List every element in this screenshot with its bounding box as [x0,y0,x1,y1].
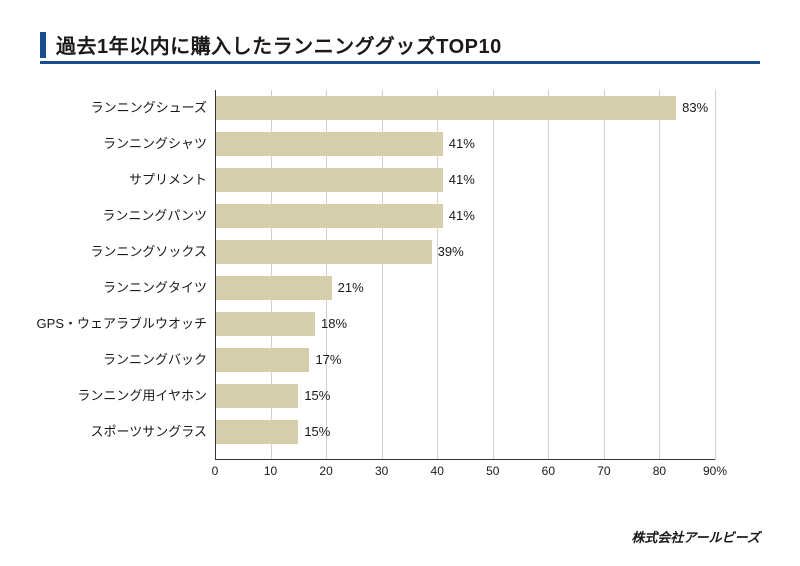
bar-row [215,382,715,410]
bar-row [215,274,715,302]
bar-value-label: 39% [438,238,464,266]
title-accent [40,32,46,58]
bar-category-label: サプリメント [129,166,207,194]
bar-category-label: GPS・ウェアラブルウオッチ [37,310,207,338]
bar-category-label: ランニング用イヤホン [77,382,207,410]
bar-category-label: ランニングソックス [90,238,207,266]
bar [215,348,309,372]
chart-container: 0 10 20 30 40 50 60 70 80 90% ランニングシューズ 83% ランニングシャツ… [60,90,740,500]
x-tick-label: 80 [653,464,666,478]
x-tick-label: 40 [431,464,444,478]
title-bar: 過去1年以内に購入したランニンググッズTOP10 [40,30,760,64]
bar-row [215,346,715,374]
bar-row [215,418,715,446]
bar-row [215,310,715,338]
x-tick-label: 20 [319,464,332,478]
bar [215,132,443,156]
bar-value-label: 21% [338,274,364,302]
x-tick-label: 10 [264,464,277,478]
x-tick-label: 90% [703,464,727,478]
bar-value-label: 15% [304,382,330,410]
x-axis [215,459,715,460]
bar [215,204,443,228]
bar-category-label: ランニングシャツ [103,130,207,158]
x-tick-label: 70 [597,464,610,478]
bar-value-label: 41% [449,166,475,194]
bar-category-label: ランニングシューズ [91,94,207,122]
bar-category-label: スポーツサングラス [91,418,207,446]
bar [215,276,332,300]
grid-line [715,90,716,460]
bar [215,240,432,264]
title-block: 過去1年以内に購入したランニンググッズTOP10 [40,30,760,64]
bar-value-label: 83% [682,94,708,122]
bar-value-label: 41% [449,202,475,230]
x-tick-label: 30 [375,464,388,478]
bar-value-label: 17% [315,346,341,374]
bar-value-label: 18% [321,310,347,338]
bar-row [215,94,715,122]
x-tick-label: 60 [542,464,555,478]
bar-category-label: ランニングバック [103,346,207,374]
bar [215,312,315,336]
bar-category-label: ランニングタイツ [103,274,207,302]
x-tick-label: 50 [486,464,499,478]
y-axis [215,90,216,460]
bar [215,384,298,408]
bar-value-label: 41% [449,130,475,158]
bar-category-label: ランニングパンツ [102,202,207,230]
chart-title: 過去1年以内に購入したランニンググッズTOP10 [56,30,502,59]
bar [215,168,443,192]
footer-credit: 株式会社アールビーズ [631,527,760,546]
x-tick-label: 0 [212,464,219,478]
bar-value-label: 15% [304,418,330,446]
bar [215,96,676,120]
bar [215,420,298,444]
bar-row [215,238,715,266]
